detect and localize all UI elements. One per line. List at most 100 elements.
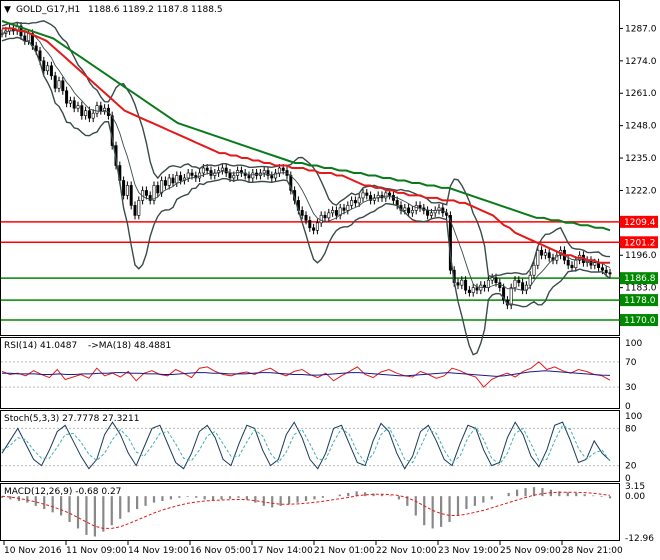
candle-body <box>403 207 407 211</box>
candle-body <box>532 264 536 276</box>
candle-body <box>304 215 308 221</box>
candle-body <box>103 107 107 111</box>
candle-body <box>46 65 50 72</box>
sma-200-line <box>1 20 611 232</box>
candle-body <box>232 175 236 179</box>
candle-body <box>247 175 251 179</box>
stoch-k-line <box>1 421 611 470</box>
candle-body <box>87 110 91 119</box>
rsi-ma-line <box>2 370 611 377</box>
candle-body <box>410 210 414 214</box>
level-price-tag <box>620 272 658 285</box>
rsi-plot-area <box>1 361 619 388</box>
level-price-tag-label: 1186.8 <box>624 274 656 284</box>
candle-body <box>175 175 179 184</box>
macd-tick-label: -12.96 <box>625 534 654 544</box>
macd-tick-label: 3.15 <box>625 482 645 492</box>
level-price-tag <box>620 215 658 228</box>
candle-body <box>346 205 350 211</box>
candle-body <box>122 180 126 196</box>
candle-body <box>99 105 103 111</box>
candle-body <box>91 112 95 119</box>
bollinger-middle-line <box>1 29 611 291</box>
candle-body <box>338 207 342 216</box>
candle-body <box>274 172 278 179</box>
candle-body <box>471 287 475 293</box>
candle-body <box>319 215 323 224</box>
candle-body <box>57 80 61 89</box>
level-price-tag-label: 1178.0 <box>624 296 656 306</box>
candle-body <box>315 222 319 231</box>
candle-body <box>467 289 471 293</box>
time-tick-label: 17 Nov 14:00 <box>252 546 313 556</box>
candle-body <box>251 172 255 179</box>
bollinger-lower-line <box>1 36 611 356</box>
candle-body <box>486 279 490 288</box>
candle-body <box>53 75 57 89</box>
stochastic-plot-area <box>1 421 619 470</box>
price-tick-label: 1222.0 <box>625 186 657 196</box>
level-price-tag <box>620 236 658 249</box>
candle-body <box>65 90 69 104</box>
candle-body <box>201 167 205 174</box>
candle-body <box>300 210 304 216</box>
time-tick-label: 11 Nov 09:00 <box>66 546 127 556</box>
stoch-tick-label: 0 <box>625 474 631 484</box>
collapse-arrow-icon[interactable]: ▼ <box>4 5 11 15</box>
stoch-tick-label: 80 <box>625 424 637 434</box>
candle-body <box>502 287 506 301</box>
candle-body <box>600 267 604 271</box>
candle-body <box>342 207 346 211</box>
candle-body <box>49 65 53 77</box>
level-price-tag-label: 1201.2 <box>624 238 656 248</box>
time-tick-label: 28 Nov 21:00 <box>562 546 623 556</box>
candle-body <box>456 282 460 286</box>
candle-body <box>133 205 137 216</box>
candle-body <box>270 175 274 179</box>
candle-body <box>84 110 88 116</box>
price-plot-area[interactable] <box>0 20 620 356</box>
price-tick-label: 1183.0 <box>625 284 657 294</box>
candle-body <box>331 210 335 214</box>
candle-body <box>61 80 65 92</box>
candle-body <box>308 220 312 229</box>
candle-body <box>407 207 411 214</box>
macd-title: MACD(12,26,9) -0.68 0.27 <box>4 487 121 497</box>
candle-body <box>80 105 84 116</box>
candle-body <box>441 207 445 214</box>
candle-body <box>464 279 468 291</box>
candle-body <box>543 252 547 256</box>
rsi-title: RSI(14) 41.0487 <box>4 341 77 351</box>
candle-body <box>365 192 369 196</box>
candle-body <box>167 177 171 186</box>
candle-body <box>357 197 361 204</box>
ema-100-line <box>2 27 610 264</box>
candle-body <box>186 172 190 179</box>
candle-body <box>152 185 156 201</box>
stoch-panel-frame <box>0 410 620 482</box>
level-price-tag <box>620 314 658 327</box>
macd-tick-label: 0.00 <box>625 492 645 502</box>
candle-body <box>27 33 31 42</box>
macd-signal-line <box>1 491 611 529</box>
time-tick-label: 16 Nov 05:00 <box>190 546 251 556</box>
candle-body <box>566 259 570 266</box>
candle-body <box>353 200 357 204</box>
time-tick-label: 22 Nov 10:00 <box>376 546 437 556</box>
bollinger-upper-line <box>1 20 611 278</box>
candle-body <box>540 249 544 256</box>
price-tick-label: 1196.0 <box>625 251 657 261</box>
time-axis: 10 Nov 2016 11 Nov 09:00 14 Nov 19:00 16 No… <box>3 541 623 556</box>
candle-body <box>163 180 167 186</box>
level-price-tag-label: 1170.0 <box>624 316 656 326</box>
candle-body <box>179 175 183 181</box>
candle-body <box>547 252 551 259</box>
price-tick-label: 1274.0 <box>625 57 657 67</box>
symbol-timeframe-label: GOLD_G17,H1 <box>16 5 80 15</box>
candle-body <box>608 272 612 275</box>
time-tick-label: 23 Nov 19:00 <box>438 546 499 556</box>
stoch-d-line <box>1 424 611 466</box>
rsi-tick-label: 30 <box>625 383 637 393</box>
price-axis: 1287.0 1274.0 1261.0 1248.0 1235.0 1222.0 1196… <box>619 24 658 544</box>
